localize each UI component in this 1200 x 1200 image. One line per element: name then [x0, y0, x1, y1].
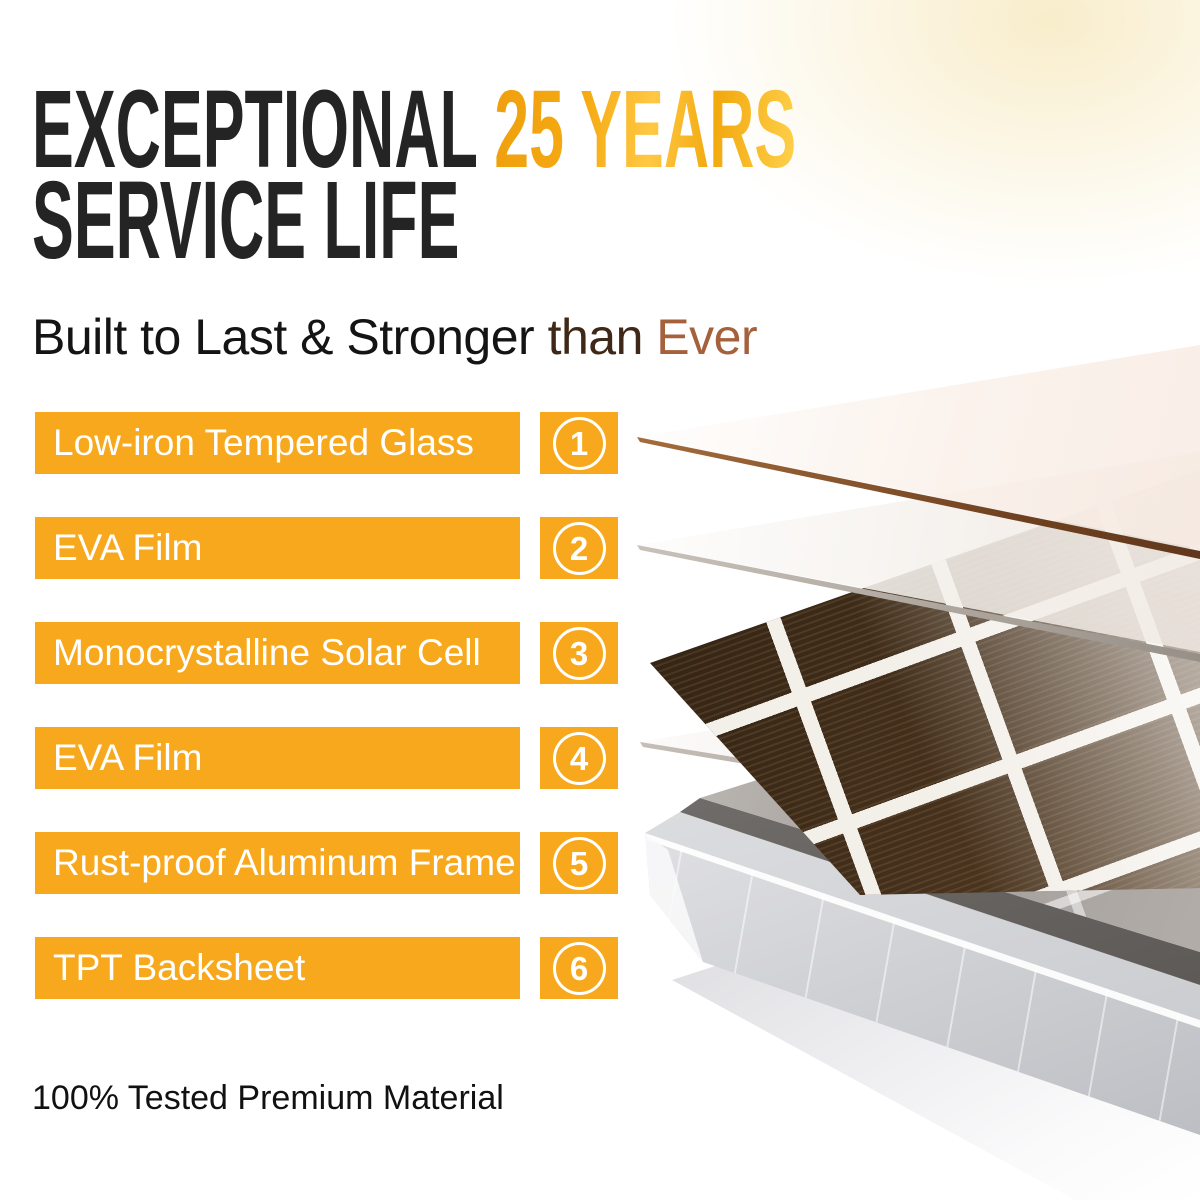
circled-number-1: 1 [552, 416, 606, 470]
headline-black-text: EXCEPTIONAL [32, 68, 495, 191]
layer-number-badge: 6 [540, 937, 618, 999]
circled-number-6: 6 [552, 941, 606, 995]
list-item: EVA Film 4 [35, 727, 618, 789]
layer-number-badge: 1 [540, 412, 618, 474]
circled-number-2: 2 [552, 521, 606, 575]
exploded-panel-illustration [620, 340, 1200, 1200]
subtitle-black-text: Built to Last & Stronger [32, 309, 548, 365]
headline-line-1: EXCEPTIONAL 25 YEARS [32, 75, 796, 185]
footnote-text: 100% Tested Premium Material [32, 1079, 504, 1117]
layer-number-badge: 4 [540, 727, 618, 789]
circled-number-5: 5 [552, 836, 606, 890]
headline-gold-text: 25 YEARS [494, 68, 797, 191]
layer-label-bar: TPT Backsheet [35, 937, 520, 999]
layer-label-bar: Rust-proof Aluminum Frame [35, 832, 520, 894]
layer-number-badge: 5 [540, 832, 618, 894]
layer-label-bar: Monocrystalline Solar Cell [35, 622, 520, 684]
list-item: Rust-proof Aluminum Frame 5 [35, 832, 618, 894]
circled-number-3: 3 [552, 626, 606, 680]
page-title: EXCEPTIONAL 25 YEARS SERVICE LIFE [32, 75, 1200, 282]
layer-label-bar: EVA Film [35, 727, 520, 789]
subtitle-copper-text: Ever [656, 309, 758, 365]
layer-label-bar: Low-iron Tempered Glass [35, 412, 520, 474]
subtitle-brown-text: than [547, 309, 657, 365]
circled-number-4: 4 [552, 731, 606, 785]
headline-line-2: SERVICE LIFE [32, 159, 460, 282]
list-item: EVA Film 2 [35, 517, 618, 579]
list-item: TPT Backsheet 6 [35, 937, 618, 999]
list-item: Monocrystalline Solar Cell 3 [35, 622, 618, 684]
layer-label-list: Low-iron Tempered Glass 1 EVA Film 2 Mon… [35, 412, 618, 1042]
layer-number-badge: 3 [540, 622, 618, 684]
list-item: Low-iron Tempered Glass 1 [35, 412, 618, 474]
layer-label-bar: EVA Film [35, 517, 520, 579]
subtitle: Built to Last & Stronger than Ever [32, 308, 758, 366]
layer-number-badge: 2 [540, 517, 618, 579]
